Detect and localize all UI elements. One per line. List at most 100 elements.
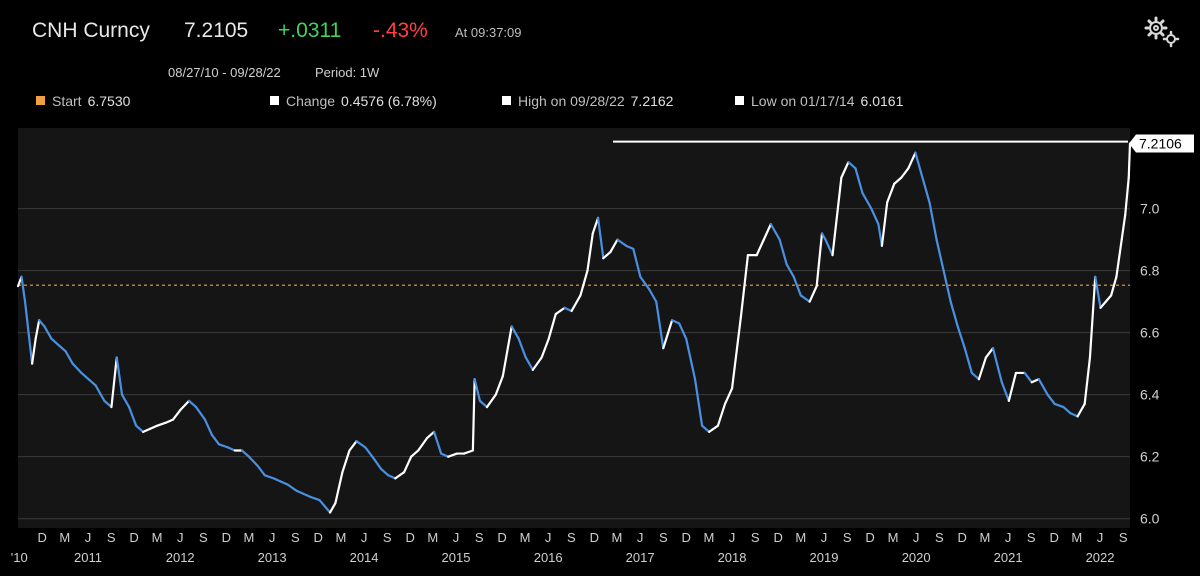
price-segment — [164, 418, 175, 424]
price-segment — [187, 399, 198, 409]
price-segment — [194, 405, 206, 421]
x-year-label: 2014 — [350, 550, 379, 565]
legend-swatch-start — [36, 96, 45, 105]
price-segment — [840, 161, 850, 179]
price-segment — [616, 238, 628, 247]
x-tick-label: S — [1027, 530, 1036, 545]
x-year-label: 2016 — [534, 550, 563, 565]
price-segment — [286, 483, 298, 492]
x-tick-label: J — [545, 530, 552, 545]
price-segment — [447, 452, 459, 458]
price-segment — [870, 207, 880, 226]
price-segment — [43, 325, 53, 340]
price-segment — [554, 306, 566, 316]
price-segment — [762, 223, 772, 241]
price-segment — [1127, 142, 1132, 179]
price-segment — [87, 378, 97, 387]
price-segment — [510, 325, 520, 340]
price-segment — [570, 294, 582, 313]
price-segment — [471, 378, 476, 452]
price-segment — [94, 384, 106, 402]
x-tick-label: M — [980, 530, 991, 545]
price-segment — [769, 223, 781, 241]
x-tick-label: D — [958, 530, 967, 545]
price-segment — [135, 424, 145, 433]
x-tick-label: S — [659, 530, 668, 545]
legend-swatch-change — [270, 96, 279, 105]
price-segment — [1062, 405, 1072, 415]
x-tick-label: M — [244, 530, 255, 545]
price-segment — [547, 312, 557, 340]
price-segment — [295, 489, 305, 495]
x-tick-label: M — [888, 530, 899, 545]
x-year-label: 2020 — [902, 550, 931, 565]
legend-change: Change 0.4576 (6.78%) — [270, 93, 437, 109]
price-segment — [1120, 213, 1127, 241]
price-segment — [1023, 371, 1033, 384]
x-tick-label: S — [567, 530, 576, 545]
x-year-label: 2021 — [994, 550, 1023, 565]
price-segment — [1046, 393, 1056, 406]
price-segment — [1007, 371, 1018, 402]
x-tick-label: S — [475, 530, 484, 545]
price-segment — [935, 238, 945, 272]
price-segment — [309, 495, 321, 502]
price-segment — [1083, 356, 1092, 406]
price-segment — [34, 319, 41, 340]
price-segment — [970, 371, 980, 381]
price-segment — [1124, 176, 1130, 216]
price-segment — [57, 343, 67, 353]
price-segment — [217, 443, 229, 449]
price-segment — [815, 232, 824, 288]
legend-high: High on 09/28/22 7.2162 — [502, 93, 673, 109]
x-tick-label: D — [1049, 530, 1058, 545]
price-segment — [247, 455, 259, 468]
price-segment — [27, 331, 34, 365]
price-segment — [639, 275, 651, 291]
price-segment — [928, 201, 938, 241]
gear-icon[interactable] — [1142, 14, 1182, 48]
price-segment — [334, 471, 344, 505]
x-tick-label: M — [703, 530, 714, 545]
legend-change-label: Change — [286, 93, 336, 109]
price-segment — [23, 300, 30, 334]
price-segment — [984, 347, 995, 359]
price-segment — [226, 446, 236, 452]
price-segment — [799, 294, 811, 303]
price-segment — [172, 409, 182, 421]
x-year-label: 2019 — [810, 550, 839, 565]
price-segment — [263, 474, 275, 480]
price-segment — [956, 325, 966, 350]
y-tick-label: 7.0 — [1140, 201, 1160, 217]
x-tick-label: S — [383, 530, 392, 545]
legend-start-label: Start — [52, 93, 82, 109]
plot-area — [18, 128, 1130, 528]
price-segment — [517, 337, 527, 359]
price-segment — [755, 238, 765, 257]
price-segment — [914, 151, 924, 179]
price-segment — [478, 399, 489, 409]
price-segment — [341, 449, 351, 474]
price-segment — [1030, 378, 1040, 384]
price-segment — [80, 371, 90, 381]
period-label: Period: 1W — [315, 65, 380, 80]
x-tick-label: J — [1005, 530, 1012, 545]
legend-change-value: 0.4576 (6.78%) — [341, 93, 437, 109]
price-segment — [494, 374, 504, 396]
x-year-label: 2022 — [1086, 550, 1115, 565]
price-segment — [723, 387, 734, 406]
x-tick-label: J — [729, 530, 736, 545]
price-segment — [563, 306, 573, 313]
x-year-label: 2011 — [74, 550, 102, 565]
x-tick-label: D — [865, 530, 874, 545]
price-segment — [440, 452, 450, 458]
x-tick-label: M — [335, 530, 346, 545]
percent-change: -.43% — [373, 19, 428, 42]
x-tick-label: J — [821, 530, 828, 545]
price-segment — [824, 238, 834, 257]
price-segment — [861, 192, 873, 210]
price-segment — [708, 424, 720, 433]
legend-swatch-high — [502, 96, 511, 105]
grid-lines — [18, 208, 1130, 520]
